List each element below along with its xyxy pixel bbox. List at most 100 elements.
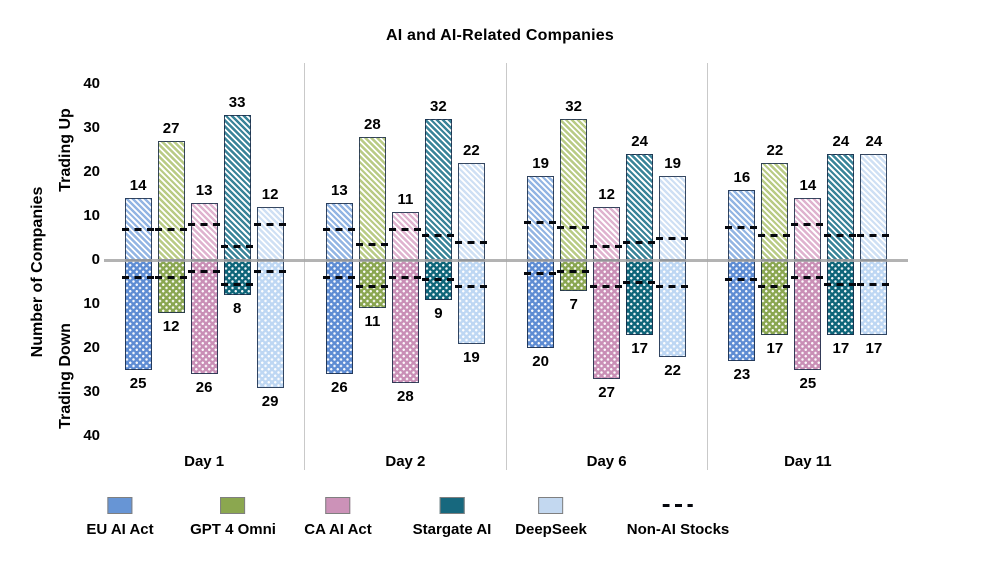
non-ai-marker-down [758,284,792,288]
legend-item-non-ai-stocks: Non-AI Stocks [626,497,730,538]
bar-trading-down [391,260,419,384]
y-tick-label: 30 [83,383,100,400]
legend-color-swatch [538,497,564,514]
bar-trading-up [325,202,353,260]
non-ai-marker-up [355,243,389,247]
value-label-down: 17 [865,339,883,357]
value-label-down: 26 [331,379,348,397]
value-label-down: 26 [195,379,213,397]
day-group-day-2: 13 26 28 11 11 28 32 9 22 19 Day 2 [304,63,505,470]
x-category-label: Day 6 [586,453,627,470]
non-ai-marker-up [322,227,356,231]
zero-baseline [104,258,908,262]
bar-trading-down [659,260,687,357]
legend-item-ca-ai-act: CA AI Act [304,497,372,538]
bar-trading-up [626,154,654,260]
non-ai-marker-up [421,234,455,238]
value-label-up: 19 [532,155,549,173]
value-label-down: 17 [631,339,648,357]
y-tick-label: 40 [83,427,100,444]
bar-trading-up [424,119,452,260]
day-group-day-11: 16 23 22 17 14 25 24 17 24 17 Day 11 [706,63,908,470]
bar-trading-up [827,154,855,260]
non-ai-marker-up [253,223,287,227]
non-ai-marker-down [220,282,254,286]
value-label-down: 25 [799,375,817,392]
value-label-up: 24 [832,133,850,151]
bar-slot-deepseek: 12 29 [253,63,287,470]
legend-label: Stargate AI [412,521,492,538]
non-ai-marker-up [121,227,155,231]
day-group-day-6: 19 20 32 7 12 27 24 17 19 22 Day 6 [505,63,707,470]
value-label-down: 19 [463,348,480,366]
bar-slot-deepseek: 22 19 [454,63,488,470]
value-label-down: 8 [232,300,242,318]
value-label-down: 29 [261,392,279,410]
bar-cluster: 13 26 28 11 11 28 32 9 22 19 [305,63,505,470]
chart-title: AI and AI-Related Companies [386,27,614,44]
bar-slot-ca-ai-act: 14 25 [791,63,825,470]
legend-swatch-box [218,497,248,514]
value-label-up: 14 [129,177,147,195]
legend-dashed-line [662,503,693,508]
value-label-up: 33 [228,93,246,111]
bar-trading-down [358,260,386,309]
bar-trading-down [223,260,251,296]
y-tick-label: 10 [83,207,100,224]
bar-slot-ca-ai-act: 12 27 [590,63,624,470]
bar-slot-gpt-4-omni: 28 11 [355,63,389,470]
non-ai-marker-down [725,278,759,282]
bar-trading-up [860,154,888,260]
non-ai-marker-down [590,284,624,288]
value-label-up: 24 [631,133,648,151]
value-label-up: 13 [331,181,348,199]
bar-trading-up [256,207,284,260]
bar-slot-deepseek: 24 17 [857,63,891,470]
bar-trading-up [157,141,185,260]
value-label-down: 20 [532,353,549,370]
bar-trading-down [860,260,888,335]
bar-trading-up [223,114,251,260]
bar-slot-eu-ai-act: 13 26 [322,63,356,470]
non-ai-marker-down [791,276,825,280]
legend-swatch-box [662,497,693,514]
bar-trading-down [761,260,789,335]
non-ai-marker-up [220,245,254,249]
non-ai-marker-up [725,225,759,229]
value-label-up: 12 [261,186,279,204]
value-label-down: 12 [162,317,180,335]
legend-label: Non-AI Stocks [626,521,730,538]
bar-cluster: 14 25 27 12 13 26 33 8 12 29 [104,63,304,470]
legend-color-swatch [439,497,465,514]
bar-cluster: 19 20 32 7 12 27 24 17 19 22 [507,63,707,470]
non-ai-marker-up [154,227,188,231]
bar-trading-up [358,136,386,260]
value-label-down: 11 [364,313,381,331]
bar-slot-ca-ai-act: 11 28 [388,63,422,470]
legend-swatch-box [437,497,467,514]
bar-trading-up [527,176,555,260]
legend-item-eu-ai-act: EU AI Act [86,497,154,538]
value-label-up: 22 [463,142,480,160]
non-ai-marker-down [322,276,356,280]
bar-slot-stargate-ai: 33 8 [220,63,254,470]
non-ai-marker-up [824,234,858,238]
legend-color-swatch [107,497,133,514]
bar-trading-down [157,260,185,313]
legend-item-deepseek: DeepSeek [515,497,587,538]
y-tick-label: 40 [83,75,100,92]
non-ai-marker-down [388,276,422,280]
non-ai-marker-up [388,227,422,231]
value-label-down: 17 [832,339,850,357]
y-tick-label: 0 [91,251,100,268]
bar-slot-gpt-4-omni: 22 17 [758,63,792,470]
value-label-up: 19 [664,155,681,173]
non-ai-marker-up [656,236,690,240]
value-label-down: 9 [434,304,443,322]
non-ai-marker-down [524,271,558,275]
y-tick-label: 20 [83,339,100,356]
bar-trading-down [626,260,654,335]
value-label-down: 23 [733,366,751,384]
non-ai-marker-down [253,269,287,273]
